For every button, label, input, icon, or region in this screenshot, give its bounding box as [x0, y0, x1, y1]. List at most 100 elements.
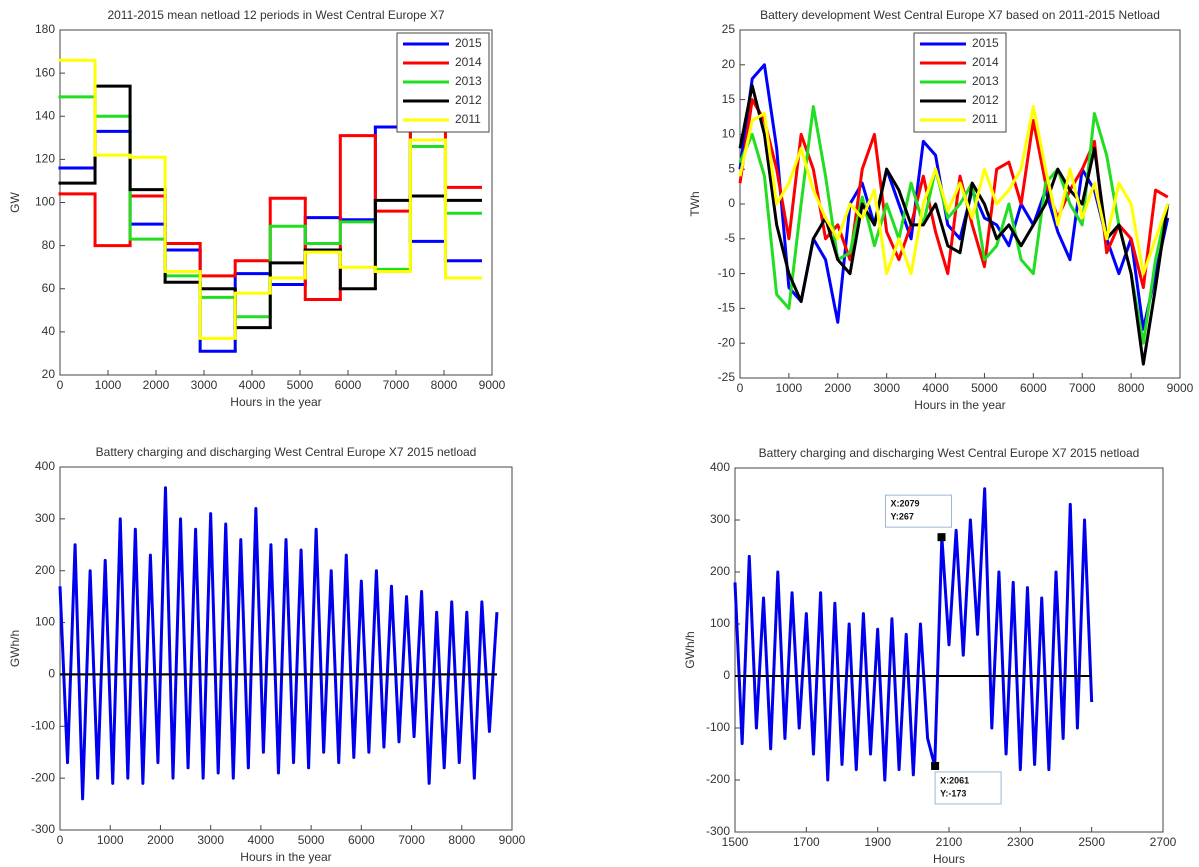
chart-panel: 2011-2015 mean netload 12 periods in Wes…	[8, 8, 505, 409]
x-tick-label: 1900	[864, 835, 891, 849]
x-tick-label: 9000	[479, 378, 506, 392]
x-tick-label: 4000	[239, 378, 266, 392]
y-axis-label: GWh/h	[683, 631, 697, 668]
y-tick-label: -300	[706, 824, 730, 838]
chart-panel: Battery charging and discharging West Ce…	[8, 445, 525, 864]
y-axis-label: GWh/h	[8, 630, 22, 667]
y-tick-label: 180	[35, 22, 55, 36]
y-tick-label: -10	[718, 266, 736, 280]
x-tick-label: 0	[57, 378, 64, 392]
series-line	[738, 105, 1170, 276]
y-tick-label: 300	[710, 512, 730, 526]
legend-label: 2015	[972, 36, 999, 50]
x-tick-label: 1000	[95, 378, 122, 392]
y-tick-label: 200	[35, 563, 55, 577]
legend-label: 2015	[455, 36, 482, 50]
x-axis-label: Hours	[933, 852, 965, 866]
series-line	[733, 487, 1094, 782]
plot-area	[734, 467, 1164, 833]
x-tick-label: 6000	[348, 833, 375, 847]
y-tick-label: 20	[42, 367, 56, 381]
y-tick-label: 300	[35, 511, 55, 525]
series-line	[738, 105, 1170, 345]
y-tick-label: 10	[722, 127, 736, 141]
x-tick-label: 8000	[448, 833, 475, 847]
x-tick-label: 8000	[1118, 381, 1145, 395]
y-tick-label: -300	[31, 822, 55, 836]
datatip-point	[937, 533, 946, 542]
y-tick-label: 200	[710, 564, 730, 578]
y-tick-label: 400	[35, 459, 55, 473]
x-axis-label: Hours in the year	[914, 398, 1005, 412]
x-tick-label: 2000	[143, 378, 170, 392]
y-axis-label: TWh	[688, 191, 702, 216]
x-tick-label: 3000	[197, 833, 224, 847]
series-line	[58, 486, 499, 801]
x-tick-label: 4000	[248, 833, 275, 847]
y-tick-label: 100	[35, 615, 55, 629]
y-tick-label: 100	[710, 616, 730, 630]
y-tick-label: 160	[35, 65, 55, 79]
y-tick-label: 0	[48, 667, 55, 681]
x-tick-label: 2100	[936, 835, 963, 849]
x-tick-label: 5000	[287, 378, 314, 392]
x-tick-label: 3000	[873, 381, 900, 395]
x-tick-label: 1000	[97, 833, 124, 847]
plot-area	[59, 466, 513, 831]
x-tick-label: 2000	[147, 833, 174, 847]
legend-label: 2014	[972, 55, 999, 69]
x-tick-label: 2300	[1007, 835, 1034, 849]
x-tick-label: 6000	[335, 378, 362, 392]
x-axis-label: Hours in the year	[240, 850, 331, 864]
chart-title: 2011-2015 mean netload 12 periods in Wes…	[107, 8, 444, 22]
x-tick-label: 9000	[1167, 381, 1194, 395]
datatip-text: Y:-173	[940, 788, 966, 798]
x-tick-label: 5000	[298, 833, 325, 847]
y-tick-label: -100	[706, 720, 730, 734]
x-tick-label: 2700	[1150, 835, 1177, 849]
y-tick-label: 100	[35, 195, 55, 209]
chart-panel: Battery development West Central Europe …	[688, 8, 1193, 412]
y-tick-label: 0	[723, 668, 730, 682]
y-tick-label: 40	[42, 324, 56, 338]
x-tick-label: 5000	[971, 381, 998, 395]
datatip-point	[931, 761, 940, 770]
x-axis-label: Hours in the year	[230, 395, 321, 409]
chart-panel: Battery charging and discharging West Ce…	[683, 446, 1176, 866]
x-tick-label: 6000	[1020, 381, 1047, 395]
y-tick-label: -200	[31, 770, 55, 784]
legend-label: 2012	[972, 93, 999, 107]
y-tick-label: 60	[42, 281, 56, 295]
x-tick-label: 3000	[191, 378, 218, 392]
datatip-text: Y:267	[891, 512, 914, 522]
x-tick-label: 1700	[793, 835, 820, 849]
chart-title: Battery charging and discharging West Ce…	[96, 445, 477, 459]
x-tick-label: 1500	[722, 835, 749, 849]
datatip-text: X:2079	[891, 499, 920, 509]
y-tick-label: -5	[724, 231, 735, 245]
y-tick-label: 140	[35, 108, 55, 122]
y-tick-label: 0	[728, 196, 735, 210]
series-line	[738, 84, 1170, 366]
y-tick-label: -100	[31, 718, 55, 732]
datatip-text: X:2061	[940, 775, 969, 785]
legend-label: 2012	[455, 93, 482, 107]
legend-label: 2013	[972, 74, 999, 88]
y-tick-label: 5	[728, 161, 735, 175]
chart-title: Battery charging and discharging West Ce…	[759, 446, 1140, 460]
y-tick-label: 25	[722, 22, 736, 36]
x-tick-label: 1000	[776, 381, 803, 395]
y-tick-label: -20	[718, 335, 736, 349]
y-axis-label: GW	[8, 192, 22, 213]
x-tick-label: 9000	[499, 833, 526, 847]
y-tick-label: 15	[722, 92, 736, 106]
y-tick-label: -25	[718, 370, 736, 384]
x-tick-label: 7000	[383, 378, 410, 392]
legend-label: 2011	[972, 112, 998, 126]
x-tick-label: 2000	[824, 381, 851, 395]
x-tick-label: 2500	[1078, 835, 1105, 849]
y-tick-label: -200	[706, 772, 730, 786]
x-tick-label: 7000	[1069, 381, 1096, 395]
